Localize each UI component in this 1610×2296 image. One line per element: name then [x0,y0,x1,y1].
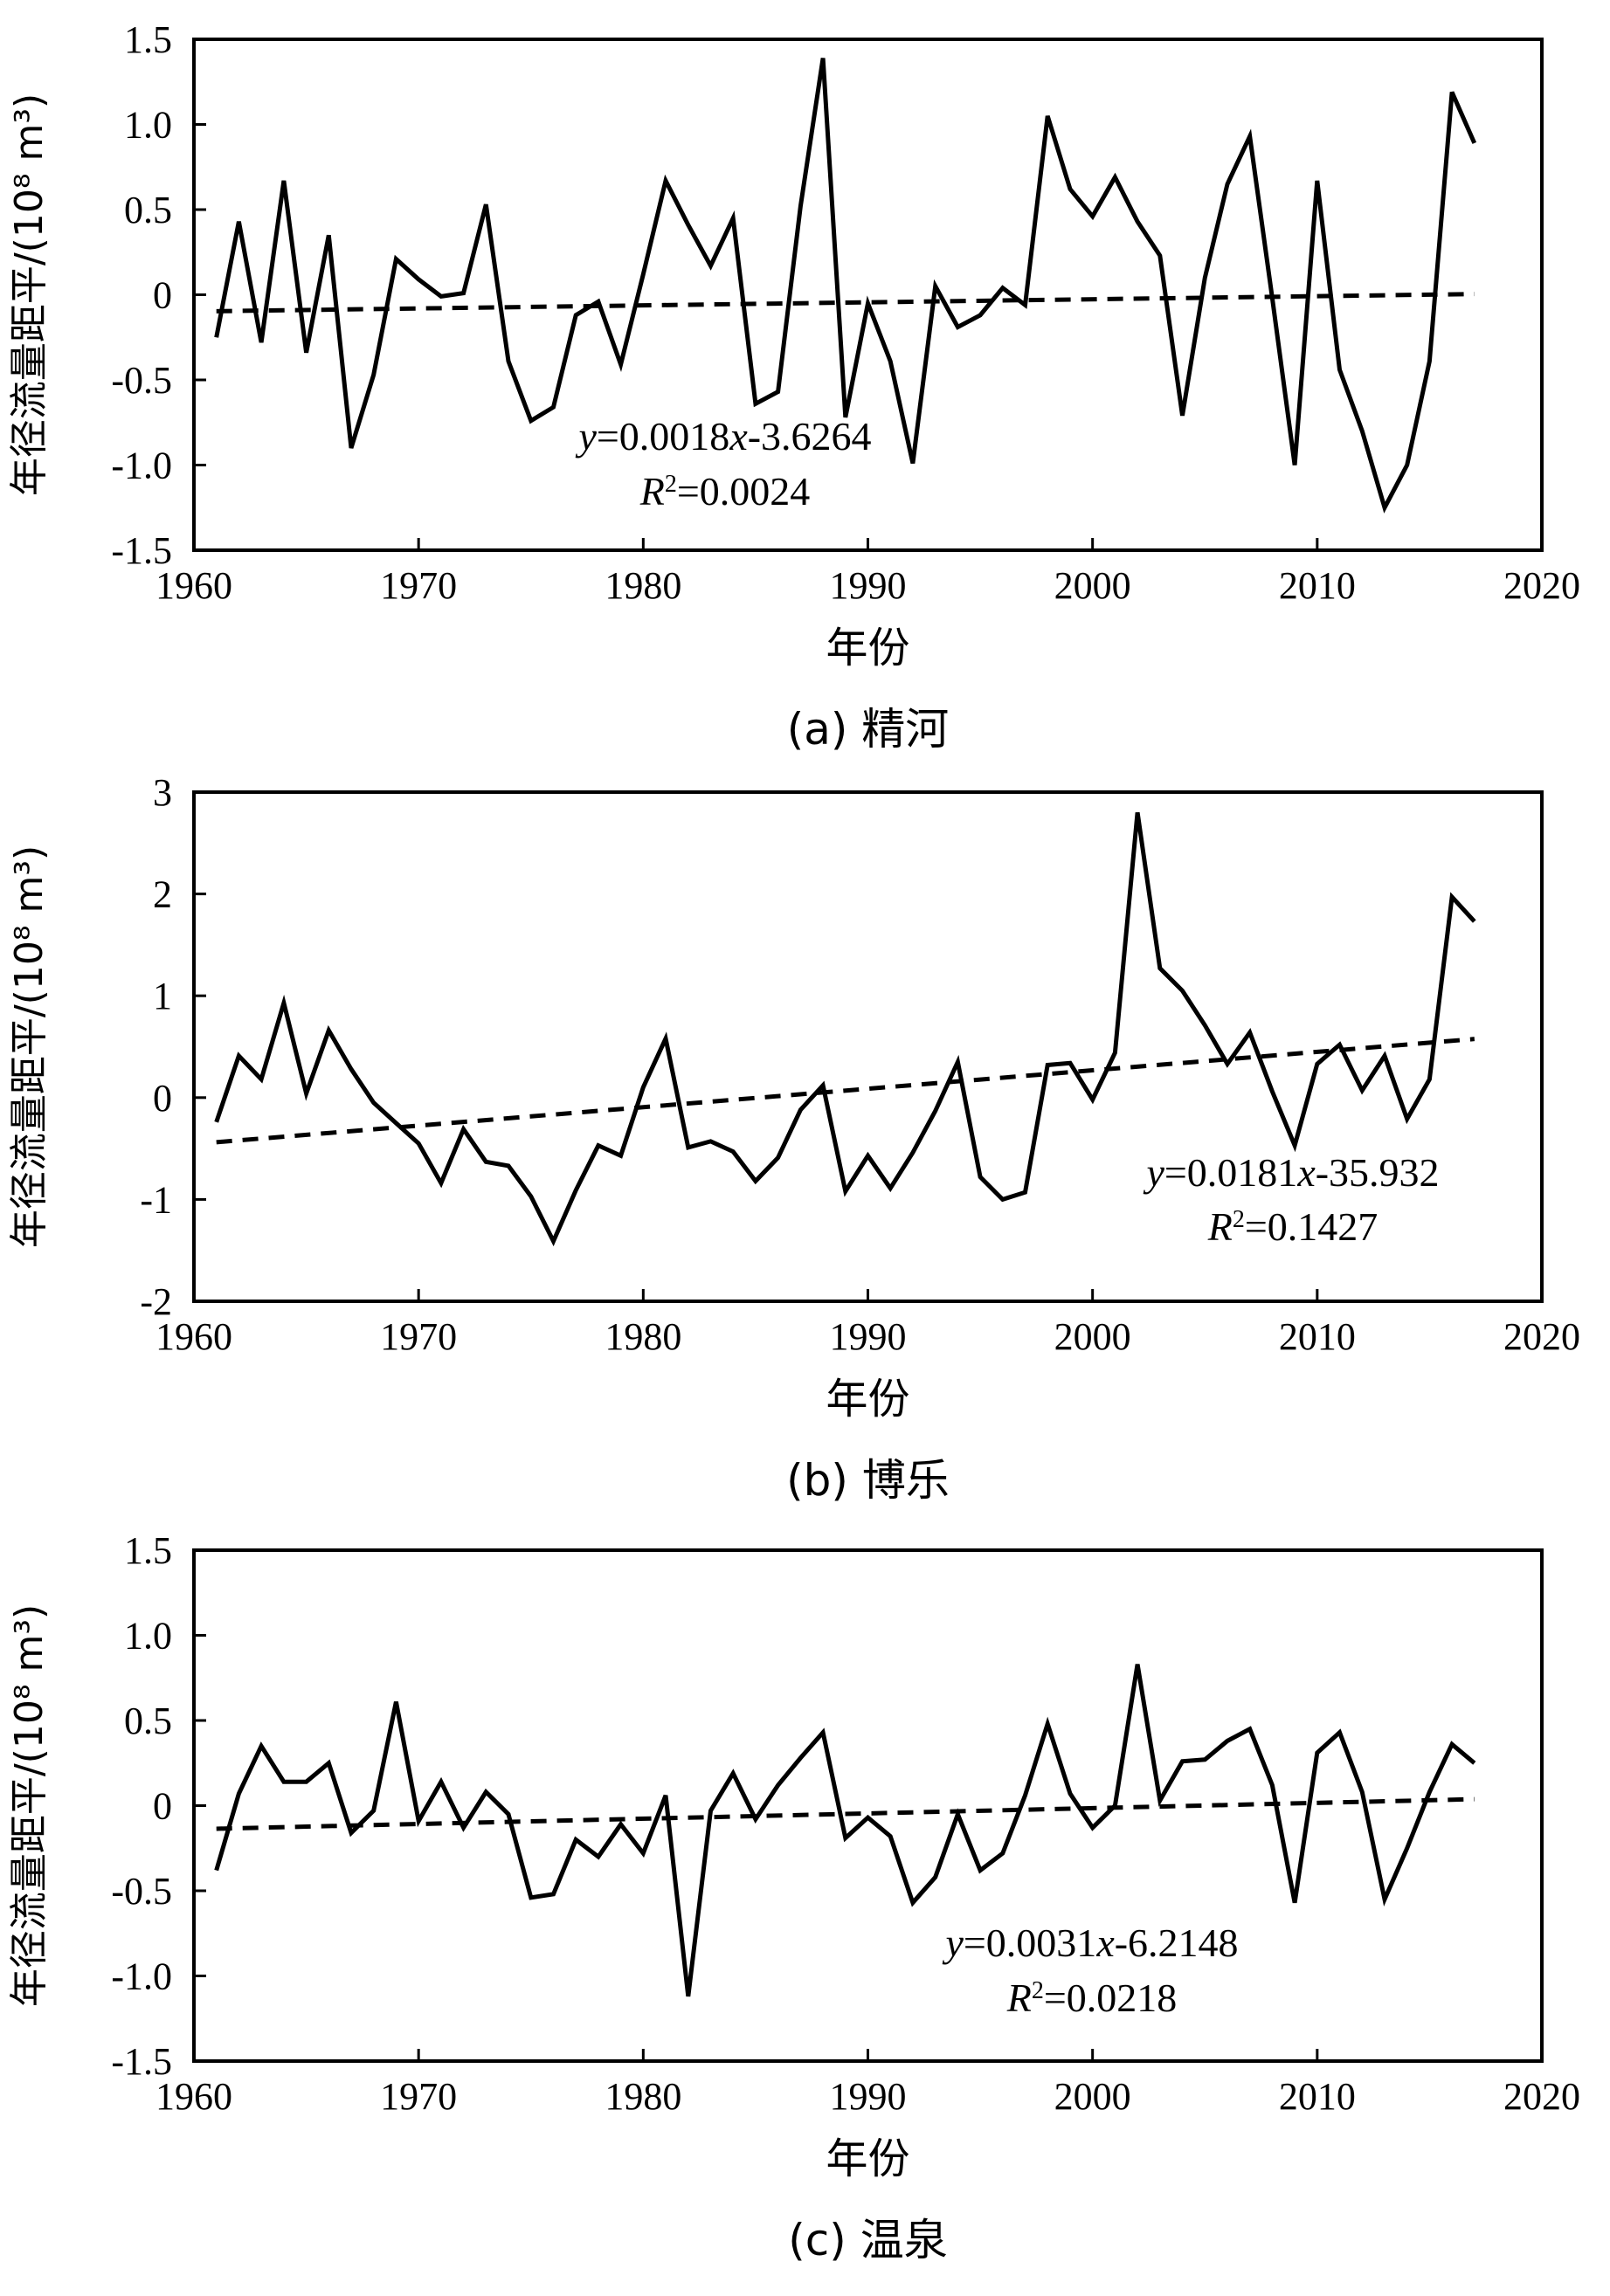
panel-caption: (b) 博乐 [786,1455,950,1506]
trend-equation: y=0.0031x-6.2148 [942,1920,1238,1965]
r-var: R [1207,1204,1233,1249]
y-tick-label: 0.5 [124,1700,172,1742]
y-tick-label: 0.5 [124,189,172,231]
plot-frame [192,1548,1544,2063]
trend-equation: y=0.0018x-3.6264 [575,414,871,459]
x-tick-label: 2020 [1503,1315,1580,1358]
y-tick-label: -1.0 [111,445,172,487]
y-axis-label: 年径流量距平/(10⁸ m³) [7,93,52,496]
r-var: R [639,469,665,514]
x-tick-label: 1970 [380,1315,457,1358]
y-tick-label: -1 [140,1178,172,1221]
equation-part: -3.6264 [748,414,872,459]
r-sup: 2 [1032,1977,1044,2004]
trend-equation: y=0.0181x-35.932 [1143,1150,1439,1195]
y-axis-label: 年径流量距平/(10⁸ m³) [7,1604,52,2007]
chart-panel-a: 1960 1970 1980 1990 2000 2010 2020 1.5 1.0 0.5 0 -0… [7,18,1580,755]
trend-line [216,1037,1475,1145]
trend-line [216,1796,1475,1831]
x-tick-label: 2010 [1279,564,1356,607]
equation-part: y [575,414,597,459]
x-tick-label: 1990 [830,1315,907,1358]
x-tick-label: 1970 [380,564,457,607]
y-tick-label: 0 [153,1077,172,1120]
y-tick-label: 1.5 [124,1529,172,1572]
x-axis-label: 年份 [826,2134,909,2183]
y-tick-label: 0 [153,274,172,317]
y-tick-label: -0.5 [111,359,172,402]
x-tick-label: 1960 [155,564,232,607]
r-value: =0.1427 [1245,1204,1378,1249]
r-sup: 2 [1233,1206,1245,1233]
y-tick-label: -1.5 [111,529,172,572]
r-squared: R2=0.0024 [639,469,811,514]
y-tick-label: 1.5 [124,18,172,61]
x-tick-label: 1960 [155,1315,232,1358]
x-tick-label: 2020 [1503,564,1580,607]
equation-part: =0.0181 [1164,1150,1297,1195]
y-tick-label: 2 [153,873,172,916]
equation-part: =0.0018 [597,414,729,459]
x-tick-label: 1970 [380,2075,457,2118]
series-line [214,1664,1476,1997]
x-tick-label: 2020 [1503,2075,1580,2118]
y-tick-label: -1.0 [111,1955,172,1998]
x-axis-label: 年份 [826,624,909,672]
equation-part: -35.932 [1316,1150,1440,1195]
panel-caption: (a) 精河 [787,704,950,755]
y-tick-label: 1.0 [124,104,172,147]
series-line [214,58,1477,514]
x-tick-label: 2000 [1054,2075,1131,2118]
r-sup: 2 [665,471,677,498]
x-tick-label: 1960 [155,2075,232,2118]
x-tick-label: 2010 [1279,1315,1356,1358]
y-tick-label: -0.5 [111,1870,172,1913]
equation-part: y [942,1920,964,1965]
r-squared: R2=0.1427 [1207,1204,1379,1249]
equation-part: =0.0031 [964,1920,1096,1965]
plot-frame [192,38,1544,552]
r-value: =0.0024 [677,469,810,514]
x-tick-label: 1990 [830,564,907,607]
trend-line [216,292,1475,314]
series-line [214,811,1476,1247]
x-tick-label: 2000 [1054,1315,1131,1358]
y-axis-label: 年径流量距平/(10⁸ m³) [7,845,52,1248]
panel-caption: (c) 温泉 [788,2215,947,2265]
x-tick-label: 1980 [605,1315,681,1358]
x-axis-label: 年份 [826,1375,909,1424]
r-var: R [1006,1975,1032,2020]
equation-part: x [1296,1150,1316,1195]
equation-part: x [729,414,748,459]
x-tick-label: 2010 [1279,2075,1356,2118]
x-tick-label: 2000 [1054,564,1131,607]
y-tick-label: -1.5 [111,2040,172,2083]
x-tick-label: 1980 [605,564,681,607]
x-tick-label: 1990 [830,2075,907,2118]
y-tick-label: -2 [140,1280,172,1323]
y-tick-label: 1 [153,975,172,1017]
chart-panel-c: 1960 1970 1980 1990 2000 2010 2020 1.5 1.0 0.5 0 -0… [7,1529,1580,2265]
equation-part: y [1143,1150,1164,1195]
r-value: =0.0218 [1044,1975,1177,2020]
equation-part: x [1095,1920,1115,1965]
y-tick-label: 3 [153,771,172,814]
x-tick-label: 1980 [605,2075,681,2118]
chart-panel-b: 1960 1970 1980 1990 2000 2010 2020 3 2 1 0 -1 -2 年份 年径… [7,771,1580,1506]
y-tick-label: 1.0 [124,1615,172,1658]
y-tick-label: 0 [153,1785,172,1828]
r-squared: R2=0.0218 [1006,1975,1178,2020]
equation-part: -6.2148 [1115,1920,1239,1965]
